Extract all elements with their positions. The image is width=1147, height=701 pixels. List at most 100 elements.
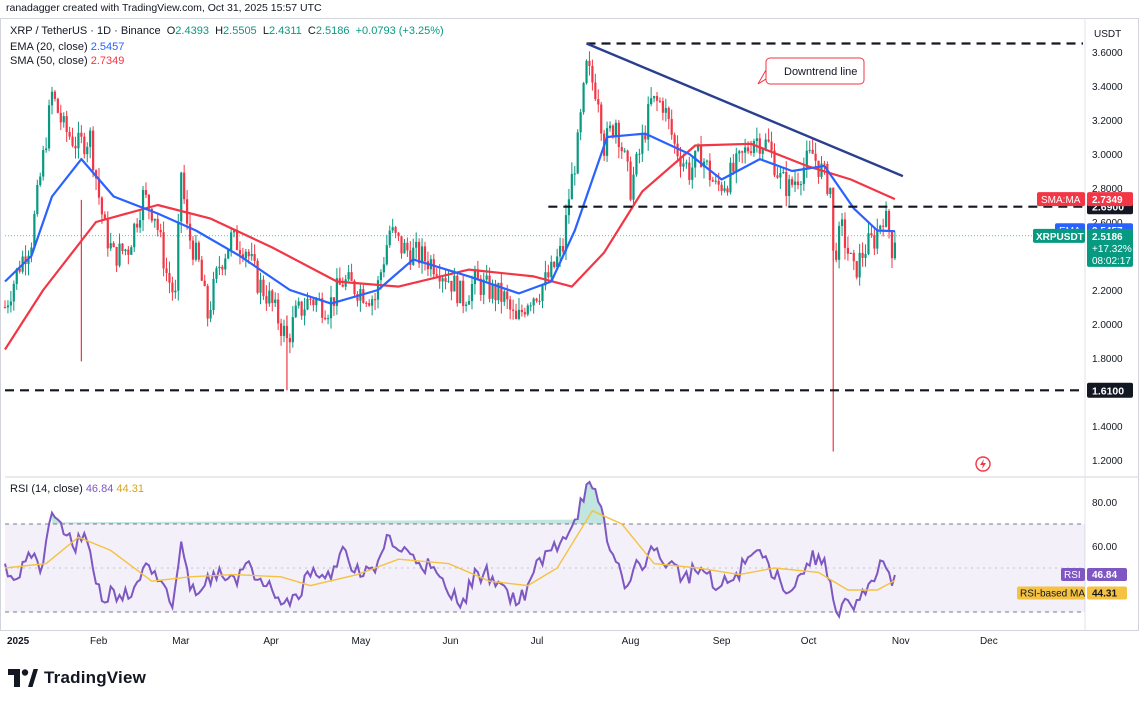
candle-body bbox=[71, 136, 74, 146]
candle-body bbox=[156, 218, 159, 231]
candle-body bbox=[341, 284, 344, 287]
candle-body bbox=[6, 305, 10, 308]
candle-body bbox=[843, 219, 847, 248]
candle-body bbox=[362, 289, 365, 303]
candle-body bbox=[884, 210, 888, 227]
rsi-tick-label: 80.00 bbox=[1092, 498, 1117, 509]
candle-body bbox=[570, 173, 573, 200]
candle-body bbox=[573, 173, 576, 175]
rsi-ma-value-text: 44.31 bbox=[1092, 589, 1117, 600]
candle-body bbox=[274, 299, 277, 303]
candle-body bbox=[829, 187, 832, 194]
candle-body bbox=[890, 231, 894, 259]
candle-body bbox=[203, 280, 206, 287]
candle-body bbox=[74, 145, 77, 149]
candle-body bbox=[717, 180, 720, 185]
candle-body bbox=[673, 134, 676, 144]
candle-body bbox=[379, 272, 383, 281]
candle-body bbox=[332, 297, 336, 306]
candle-body bbox=[139, 220, 142, 228]
candle-body bbox=[459, 280, 462, 304]
candle-body bbox=[614, 122, 617, 137]
candle-body bbox=[403, 242, 406, 254]
candle-body bbox=[127, 249, 130, 255]
candle-body bbox=[626, 150, 629, 162]
ema-legend: EMA (20, close) 2.5457 bbox=[10, 41, 124, 53]
candle-body bbox=[279, 323, 283, 336]
candle-body bbox=[494, 283, 497, 301]
lightning-icon bbox=[975, 456, 991, 472]
candle-body bbox=[714, 180, 717, 182]
callout-box bbox=[765, 57, 865, 85]
candle-body bbox=[650, 98, 653, 105]
candle-body bbox=[406, 242, 409, 251]
candle-body bbox=[89, 130, 92, 147]
candle-body bbox=[867, 233, 870, 255]
candle-body bbox=[456, 275, 459, 304]
candle-body bbox=[738, 151, 741, 154]
price-tick-label: 1.4000 bbox=[1092, 422, 1123, 433]
candle-body bbox=[197, 242, 200, 260]
candle-body bbox=[194, 242, 198, 260]
candle-body bbox=[514, 310, 518, 319]
candle-body bbox=[200, 259, 203, 281]
candle-body bbox=[556, 256, 559, 268]
candle-body bbox=[306, 298, 309, 310]
candle-body bbox=[550, 261, 553, 278]
high-value: 2.5505 bbox=[223, 25, 257, 37]
candle-body bbox=[329, 297, 333, 319]
sma-value-badge bbox=[1087, 192, 1133, 207]
open-value: 2.4393 bbox=[175, 25, 209, 37]
candle-body bbox=[588, 60, 591, 66]
candle-body bbox=[788, 179, 791, 196]
candle-body bbox=[520, 309, 524, 313]
candle-body bbox=[426, 261, 430, 270]
candle-body bbox=[594, 82, 597, 100]
candle-body bbox=[652, 96, 656, 99]
candle-body bbox=[188, 223, 192, 241]
price-tick-label: 3.6000 bbox=[1092, 48, 1123, 59]
candle-body bbox=[523, 312, 526, 315]
symbol-title: XRP / TetherUS · 1D · Binance bbox=[10, 25, 161, 37]
rsi-ma-value-badge bbox=[1087, 586, 1127, 600]
candle-body bbox=[764, 139, 767, 149]
candle-body bbox=[879, 225, 882, 230]
candle-body bbox=[541, 285, 544, 302]
candle-body bbox=[256, 260, 259, 293]
candle-body bbox=[177, 221, 180, 291]
brand-name: TradingView bbox=[44, 668, 147, 687]
candle-body bbox=[42, 149, 45, 177]
candle-body bbox=[136, 223, 139, 228]
candle-body bbox=[564, 215, 568, 252]
candle-body bbox=[65, 116, 68, 133]
candle-body bbox=[97, 178, 101, 198]
candle-body bbox=[723, 188, 726, 191]
rsi-ma-series-name: RSI-based MA bbox=[1020, 589, 1085, 600]
x-tick-label: Apr bbox=[263, 636, 279, 647]
tradingview-logo[interactable]: TradingView bbox=[8, 668, 146, 688]
candle-body bbox=[623, 150, 626, 152]
candle-body bbox=[212, 278, 215, 311]
candle-body bbox=[503, 291, 506, 302]
candle-body bbox=[720, 184, 723, 191]
x-tick-label: Aug bbox=[622, 636, 640, 647]
candle-body bbox=[873, 235, 876, 249]
candle-body bbox=[641, 134, 644, 154]
candle-body bbox=[215, 268, 218, 279]
candle-body bbox=[241, 254, 244, 259]
candle-body bbox=[558, 246, 562, 257]
candle-body bbox=[793, 181, 797, 185]
candle-body bbox=[100, 197, 104, 215]
candle-body bbox=[368, 303, 371, 306]
low-value: 2.4311 bbox=[268, 25, 302, 37]
candle-body bbox=[849, 252, 852, 254]
candle-body bbox=[265, 296, 268, 304]
candle-body bbox=[629, 161, 632, 200]
candle-body bbox=[835, 250, 838, 260]
rsi-value-badge bbox=[1087, 567, 1127, 581]
candle-body bbox=[103, 214, 106, 220]
candle-body bbox=[861, 252, 864, 258]
candle-body bbox=[294, 305, 297, 318]
candle-body bbox=[291, 317, 294, 343]
